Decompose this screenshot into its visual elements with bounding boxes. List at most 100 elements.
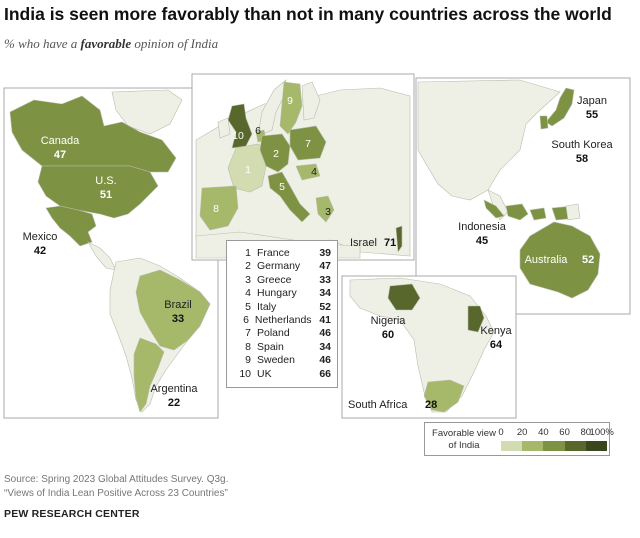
country-value-argentina: 22 [168,397,180,409]
chart-subtitle: % who have a favorable opinion of India [4,36,218,52]
color-scale-label-line1: Favorable view [432,428,496,439]
europe-number-3: 3 [325,206,331,218]
country-value-mexico: 42 [34,245,46,257]
legend-index: 10 [239,367,251,380]
legend-index: 1 [245,247,251,259]
color-scale-tick: 20 [516,427,528,438]
europe-legend-row: 10 UK 66 [233,368,331,381]
country-value-japan: 55 [586,109,598,121]
country-value-canada: 47 [54,149,66,161]
country-label-japan: Japan [577,95,607,107]
americas-panel: Canada 47 U.S. 51 Mexico 42 Brazil 33 Ar… [3,87,219,419]
color-scale-tick: 60 [559,427,570,438]
country-label-kenya: Kenya [480,325,512,337]
europe-legend-row: 3 Greece 33 [233,274,331,287]
country-label-brazil: Brazil [164,299,192,311]
legend-value: 66 [319,367,331,380]
color-scale-tick: 100% [589,427,614,438]
color-scale-tick: 80 [580,427,592,438]
legend-index: 6 [243,314,249,327]
color-scale-swatch [564,441,586,451]
country-value-brazil: 33 [172,313,184,325]
subtitle-before: % who have a [4,36,81,51]
legend-country: France [257,247,290,259]
europe-legend-row: 9 Sweden 46 [233,354,331,367]
legend-value: 47 [319,260,331,273]
legend-index: 3 [245,273,251,286]
source-report-title: “Views of India Lean Positive Across 23 … [4,488,228,499]
europe-legend-row: 4 Hungary 34 [233,287,331,300]
legend-country: Sweden [257,354,295,367]
europe-number-2: 2 [273,148,279,160]
europe-legend: 1 France 39 2 Germany 47 3 Greece 33 4 Hungary 3… [226,240,338,388]
south-korea-shape [539,115,549,130]
europe-number-5: 5 [279,181,285,193]
source-note: Source: Spring 2023 Global Attitudes Sur… [4,474,229,485]
color-scale-swatch [501,441,523,451]
nigeria-shape [387,283,421,311]
legend-country: UK [257,367,272,380]
subtitle-after: opinion of India [131,36,219,51]
europe-number-6: 6 [255,125,261,137]
africa-panel: Nigeria 60 Kenya 64 South Africa 28 [341,275,517,419]
country-label-israel: Israel [350,237,377,249]
organization-credit: PEW RESEARCH CENTER [4,508,140,520]
country-label-us: U.S. [95,175,116,187]
legend-country: Italy [257,300,277,313]
country-value-us: 51 [100,189,112,201]
legend-value: 34 [319,340,331,353]
europe-legend-row: 5 Italy 52 [233,301,331,314]
color-scale-label: Favorable view of India [429,428,499,452]
europe-panel: 1 2 3 4 5 6 7 8 9 10 Israel 71 [191,73,415,261]
country-label-south-africa: South Africa [348,399,408,411]
legend-country: Netherlands [254,314,312,327]
country-value-australia: 52 [582,254,594,266]
country-label-mexico: Mexico [23,231,58,243]
europe-legend-row: 1 France 39 [233,247,331,260]
greece-shape [315,195,335,223]
mexico-shape [45,205,97,247]
country-label-south-korea: South Korea [551,139,613,151]
legend-index: 5 [245,300,251,313]
europe-number-1: 1 [245,164,251,176]
asia-mainland-shape [417,79,561,201]
legend-index: 8 [245,340,251,353]
europe-number-9: 9 [287,95,293,107]
country-value-nigeria: 60 [382,329,394,341]
europe-number-8: 8 [213,203,219,215]
asia-pacific-panel: Japan 55 South Korea 58 Indonesia 45 Aus… [415,77,631,315]
country-label-nigeria: Nigeria [371,315,407,327]
brazil-shape [135,269,211,351]
country-value-israel: 71 [384,237,396,249]
legend-index: 7 [245,327,251,340]
kenya-shape [467,305,485,333]
australia-shape [519,221,601,299]
sweden-shape [279,81,303,135]
argentina-shape [133,337,165,413]
greenland-shape [111,89,183,135]
color-scale-legend: Favorable view of India 0 20 40 60 80 100… [424,422,614,456]
europe-legend-row: 2 Germany 47 [233,260,331,273]
legend-value: 52 [319,300,331,313]
italy-shape [267,171,311,223]
europe-legend-row: 6 Netherlands 41 [233,314,331,327]
legend-value: 39 [319,247,331,259]
europe-number-10: 10 [232,130,244,142]
legend-country: Poland [257,327,290,340]
country-value-south-korea: 58 [576,153,588,165]
indonesia-shape [483,199,579,221]
legend-index: 4 [245,287,251,300]
legend-value: 34 [319,287,331,300]
europe-legend-row: 8 Spain 34 [233,341,331,354]
ireland-shape [217,117,231,139]
poland-shape [289,125,327,161]
south-africa-shape [423,379,465,413]
color-scale-swatch [543,441,565,451]
japan-shape [545,87,575,127]
country-label-argentina: Argentina [150,383,198,395]
legend-country: Spain [257,340,284,353]
europe-number-4: 4 [311,166,317,178]
legend-country: Greece [257,273,292,286]
country-label-indonesia: Indonesia [458,221,507,233]
